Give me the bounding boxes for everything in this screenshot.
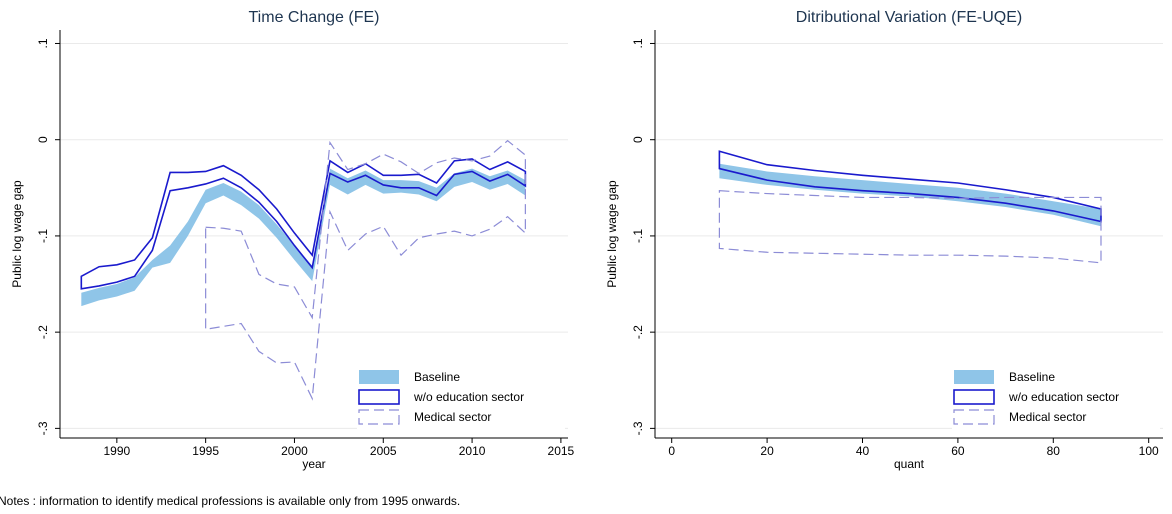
band [719, 163, 1101, 227]
legend-label: Medical sector [1009, 410, 1086, 424]
x-tick-label: 20 [760, 444, 774, 458]
y-tick-label: -.1 [36, 229, 50, 243]
y-tick-label: -.1 [631, 229, 645, 243]
x-tick-label: 100 [1139, 444, 1159, 458]
y-tick-label: -.2 [36, 325, 50, 339]
legend-key [953, 409, 995, 425]
legend-label: Baseline [1009, 370, 1055, 384]
legend-label: w/o education sector [1008, 390, 1119, 404]
x-tick-label: 0 [668, 444, 675, 458]
chart-title: Ditributional Variation (FE-UQE) [796, 9, 1022, 26]
x-tick-label: 2015 [548, 444, 575, 458]
x-axis-label: year [302, 457, 325, 471]
legend-label: Medical sector [414, 410, 491, 424]
note: Notes : information to identify medical … [0, 494, 460, 508]
band [205, 139, 526, 401]
y-axis-label: Public log wage gap [10, 180, 24, 288]
x-tick-label: 1995 [192, 444, 219, 458]
x-tick-label: 2005 [370, 444, 397, 458]
x-axis-label: quant [894, 457, 925, 471]
legend-key [954, 370, 994, 384]
y-tick-label: -.3 [36, 421, 50, 435]
x-tick-label: 80 [1047, 444, 1061, 458]
legend-key [359, 370, 399, 384]
band [81, 168, 526, 307]
legend-key [953, 389, 995, 405]
y-tick-label: .1 [36, 38, 50, 48]
x-tick-label: 40 [856, 444, 870, 458]
legend-key [358, 389, 400, 405]
chart-title: Time Change (FE) [249, 9, 380, 26]
y-tick-label: .1 [631, 38, 645, 48]
band [718, 190, 1102, 264]
x-tick-label: 60 [951, 444, 965, 458]
x-tick-label: 1990 [103, 444, 130, 458]
y-axis-label: Public log wage gap [605, 180, 619, 288]
y-tick-label: 0 [631, 136, 645, 143]
legend-label: Baseline [414, 370, 460, 384]
band [80, 158, 527, 290]
y-tick-label: 0 [36, 136, 50, 143]
legend-key [358, 409, 400, 425]
y-tick-label: -.2 [631, 325, 645, 339]
legend-label: w/o education sector [413, 390, 524, 404]
x-tick-label: 2010 [459, 444, 486, 458]
y-tick-label: -.3 [631, 421, 645, 435]
x-tick-label: 2000 [281, 444, 308, 458]
